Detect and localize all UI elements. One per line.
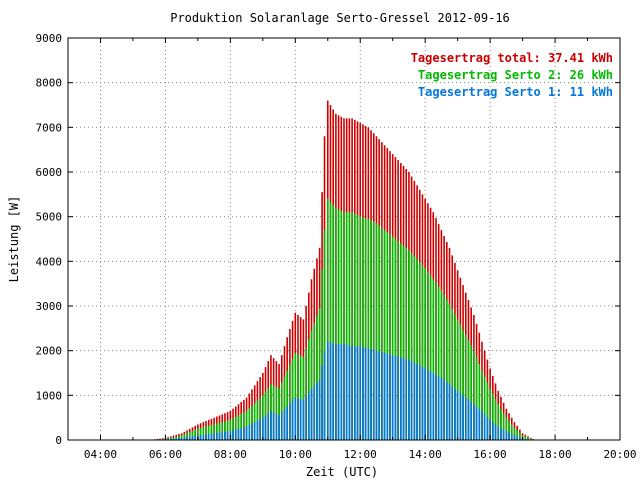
legend-entry: Tagesertrag Serto 1: 11 kWh (418, 85, 613, 99)
legend-entry: Tagesertrag Serto 2: 26 kWh (418, 68, 613, 82)
x-tick-label: 16:00 (474, 448, 507, 461)
plot-frame (67, 37, 621, 441)
legend: Tagesertrag total: 37.41 kWh Tagesertrag … (411, 51, 613, 99)
y-tick-label: 6000 (36, 166, 63, 179)
y-axis-label: Leistung [W] (7, 196, 21, 283)
y-tick-label: 2000 (36, 345, 63, 358)
x-tick-label: 12:00 (344, 448, 377, 461)
y-tick-label: 1000 (36, 389, 63, 402)
x-axis-label: Zeit (UTC) (306, 465, 378, 479)
x-tick-label: 04:00 (84, 448, 117, 461)
bars (151, 100, 534, 440)
y-tick-label: 5000 (36, 211, 63, 224)
axis-ticks: 0 1000 2000 3000 4000 5000 6000 7000 8000 9000 04:… (36, 32, 637, 461)
x-tick-label: 20:00 (603, 448, 636, 461)
x-tick-label: 06:00 (149, 448, 182, 461)
chart-title: Produktion Solaranlage Serto-Gressel 201… (170, 11, 510, 25)
y-tick-label: 4000 (36, 255, 63, 268)
y-tick-label: 0 (55, 434, 62, 447)
y-tick-label: 8000 (36, 77, 63, 90)
series-bar-serto-2 (151, 198, 534, 440)
y-tick-label: 9000 (36, 32, 63, 45)
y-tick-label: 3000 (36, 300, 63, 313)
legend-entry: Tagesertrag total: 37.41 kWh (411, 51, 613, 65)
x-tick-label: 08:00 (214, 448, 247, 461)
x-tick-label: 10:00 (279, 448, 312, 461)
x-tick-label: 14:00 (409, 448, 442, 461)
x-tick-label: 18:00 (538, 448, 571, 461)
series-bar-serto-1 (151, 341, 534, 440)
y-tick-label: 7000 (36, 121, 63, 134)
